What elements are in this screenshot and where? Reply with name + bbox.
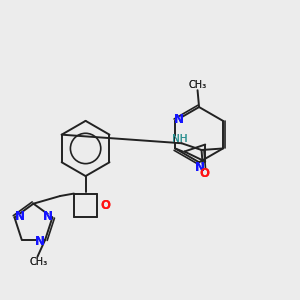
FancyBboxPatch shape — [45, 214, 50, 219]
Text: N: N — [174, 113, 184, 126]
FancyBboxPatch shape — [176, 117, 182, 123]
FancyBboxPatch shape — [17, 214, 23, 219]
Text: NH: NH — [172, 134, 188, 144]
FancyBboxPatch shape — [37, 238, 42, 244]
Text: NH: NH — [172, 134, 188, 144]
Text: CH₃: CH₃ — [188, 80, 207, 90]
Text: O: O — [100, 199, 110, 212]
Text: N: N — [43, 210, 52, 223]
FancyBboxPatch shape — [201, 171, 207, 177]
Text: N: N — [34, 235, 45, 248]
Text: N: N — [15, 210, 25, 223]
FancyBboxPatch shape — [102, 202, 108, 208]
Text: N: N — [15, 210, 25, 223]
Text: N: N — [195, 161, 205, 174]
Text: N: N — [174, 113, 184, 126]
Text: O: O — [199, 167, 209, 180]
Text: N: N — [34, 235, 45, 248]
Text: N: N — [195, 161, 205, 174]
Text: CH₃: CH₃ — [29, 257, 47, 267]
FancyBboxPatch shape — [176, 136, 184, 142]
FancyBboxPatch shape — [196, 164, 203, 170]
Text: CH₃: CH₃ — [188, 80, 207, 90]
Text: N: N — [43, 210, 52, 223]
Text: O: O — [199, 167, 209, 180]
Text: CH₃: CH₃ — [29, 257, 47, 267]
Text: O: O — [100, 199, 110, 212]
